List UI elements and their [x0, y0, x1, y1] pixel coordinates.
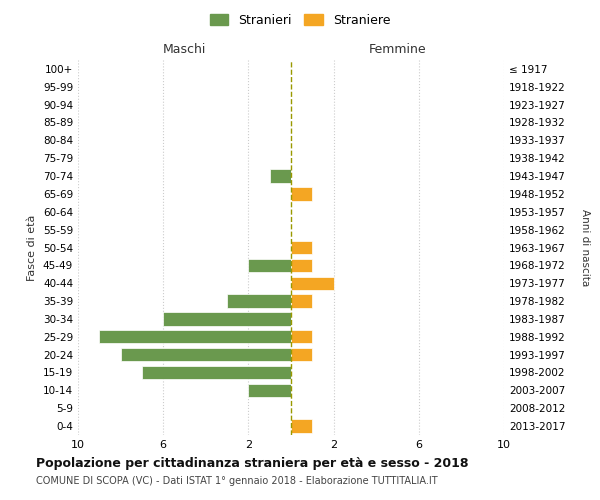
Bar	[291, 258, 313, 272]
Text: Femmine: Femmine	[368, 44, 427, 57]
Bar	[291, 330, 313, 344]
Bar	[142, 366, 291, 379]
Bar	[248, 384, 291, 397]
Text: COMUNE DI SCOPA (VC) - Dati ISTAT 1° gennaio 2018 - Elaborazione TUTTITALIA.IT: COMUNE DI SCOPA (VC) - Dati ISTAT 1° gen…	[36, 476, 437, 486]
Bar	[291, 276, 334, 290]
Bar	[291, 241, 313, 254]
Bar	[270, 170, 291, 183]
Bar	[227, 294, 291, 308]
Bar	[291, 187, 313, 200]
Text: Maschi: Maschi	[163, 44, 206, 57]
Y-axis label: Fasce di età: Fasce di età	[28, 214, 37, 280]
Bar	[99, 330, 291, 344]
Bar	[291, 348, 313, 362]
Bar	[121, 348, 291, 362]
Bar	[248, 258, 291, 272]
Y-axis label: Anni di nascita: Anni di nascita	[580, 209, 589, 286]
Text: Popolazione per cittadinanza straniera per età e sesso - 2018: Popolazione per cittadinanza straniera p…	[36, 458, 469, 470]
Bar	[291, 420, 313, 433]
Bar	[291, 294, 313, 308]
Bar	[163, 312, 291, 326]
Legend: Stranieri, Straniere: Stranieri, Straniere	[205, 8, 395, 32]
